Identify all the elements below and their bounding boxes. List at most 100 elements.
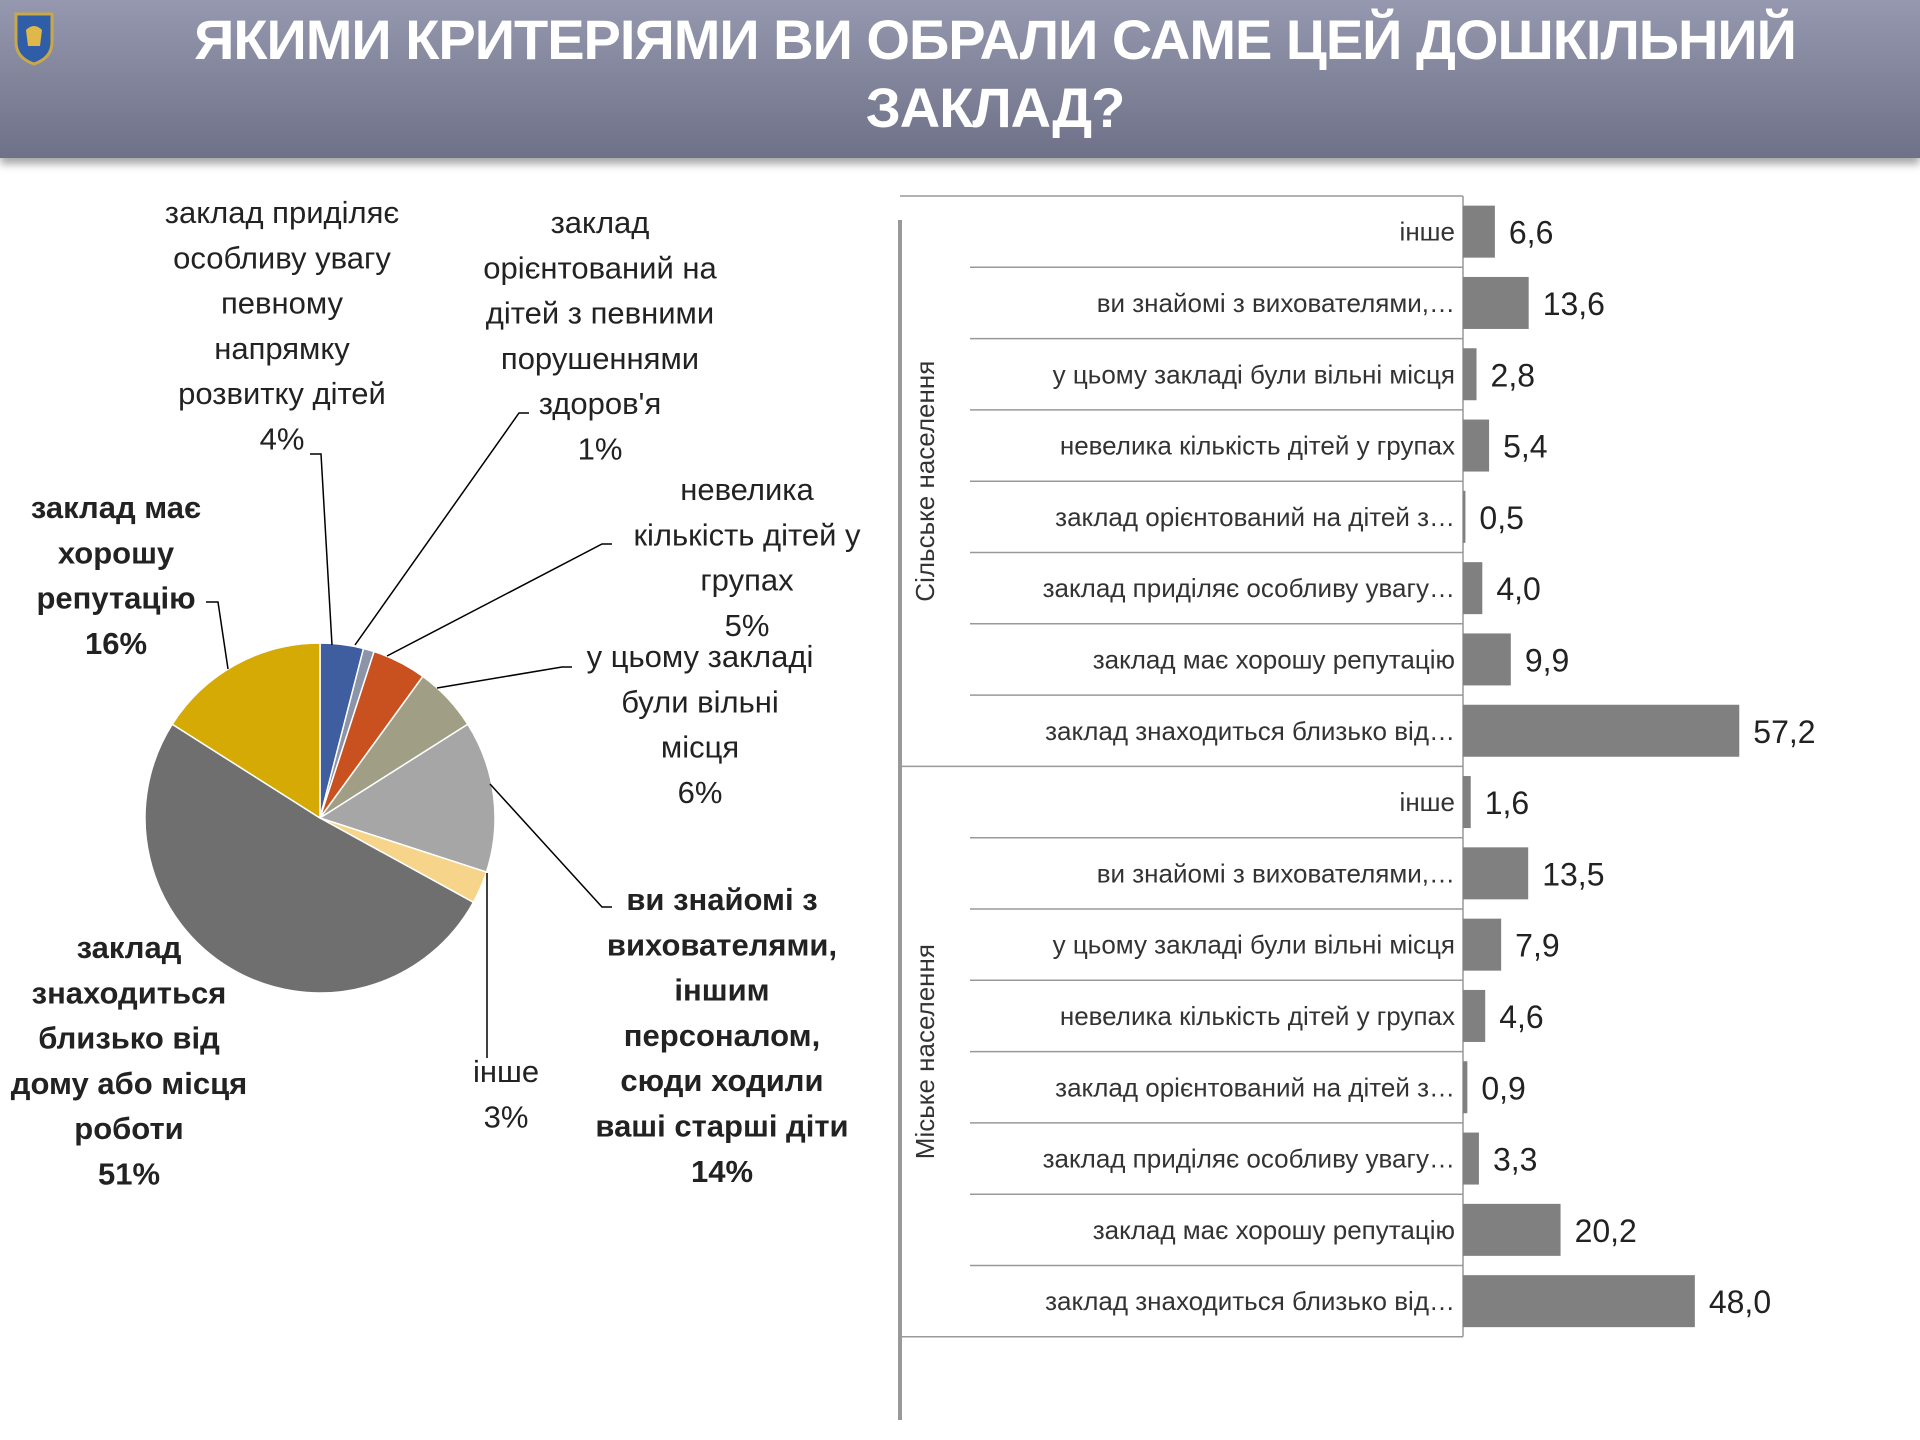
pie-label: ви знайомі з вихователями, іншим персоналом… [595,882,848,1189]
leader-line [489,783,612,908]
pie-label: невелика кількість дітей у групах 5% [633,472,861,643]
bar [1463,276,1529,329]
pie-label-line: близько від [38,1021,220,1056]
bar [1463,205,1495,258]
bar [1463,562,1483,615]
value-label: 57,2 [1753,714,1815,750]
bar-chart: Сільське населення інше 6,6 ви знайомі з ви… [898,195,1816,1420]
pie-label-line: дому або місця [11,1066,247,1101]
pie-chart: заклад приділяє особливу увагу певному напр… [11,195,861,1192]
title-bar: ЯКИМИ КРИТЕРІЯМИ ВИ ОБРАЛИ САМЕ ЦЕЙ ДОШК… [0,0,1920,158]
pie-label-line: особливу увагу [173,240,391,275]
pie-label-line: кількість дітей у [633,517,861,552]
leader-line [386,543,612,657]
pie-label-line: 51% [98,1157,160,1192]
bar [1463,918,1502,971]
value-label: 3,3 [1493,1142,1537,1178]
pie-label-line: знаходиться [32,975,227,1010]
category-label: заклад знаходиться близько від… [1045,716,1455,746]
pie-label-line: у цьому закладі [587,639,814,674]
value-label: 0,5 [1479,500,1523,536]
pie-label-line: напрямку [214,331,350,366]
bar [1463,704,1740,757]
pie-label-line: 4% [260,422,305,457]
category-label: невелика кількість дітей у групах [1060,431,1455,461]
leader-line [206,601,229,670]
value-label: 4,6 [1499,999,1543,1035]
pie-label: заклад орієнтований на дітей з певними пору… [483,205,717,467]
value-label: 13,5 [1542,856,1604,892]
coat-of-arms-logo [14,12,54,66]
pie-label-line: інше [473,1054,539,1089]
pie-label-line: 3% [484,1099,529,1134]
pie-label-line: 1% [578,432,623,467]
bar [1463,1061,1468,1114]
pie-label-line: 6% [678,775,723,810]
pie-slice [171,642,321,820]
bar [1463,419,1490,472]
category-label: заклад має хорошу репутацію [1093,644,1455,674]
category-label: ви знайомі з вихователями,… [1097,288,1455,318]
pie-label-line: дітей з певними [486,296,714,331]
bar [1463,847,1529,900]
bar [1463,348,1477,401]
leader-line [354,412,529,646]
value-label: 1,6 [1485,785,1529,821]
category-label: заклад приділяє особливу увагу… [1043,573,1455,603]
pie-slice [318,723,496,874]
pie-label-line: порушеннями [501,341,699,376]
pie-label-line: здоров'я [539,386,662,421]
category-label: інше [1400,787,1455,817]
pie-label: інше 3% [473,1054,539,1134]
value-label: 20,2 [1575,1213,1637,1249]
category-label: заклад приділяє особливу увагу… [1043,1144,1455,1174]
value-label: 48,0 [1709,1284,1771,1320]
pie-slice [144,723,475,994]
pie-label-line: персоналом, [624,1018,820,1053]
leader-line [436,666,572,689]
category-label: ви знайомі з вихователями,… [1097,858,1455,888]
bar [1463,989,1486,1042]
pie-label-line: заклад [77,930,182,965]
value-label: 4,0 [1496,571,1540,607]
pie-label: у цьому закладі були вільні місця 6% [587,639,814,810]
category-label: заклад має хорошу репутацію [1093,1215,1455,1245]
pie-label-line: вихователями, [607,927,837,962]
bar [1463,633,1511,686]
value-label: 9,9 [1525,642,1569,678]
pie-label-line: місця [661,730,739,765]
category-label: заклад знаходиться близько від… [1045,1286,1455,1316]
pie-label-line: розвитку дітей [178,376,386,411]
value-label: 2,8 [1491,357,1535,393]
pie-label-line: сюди ходили [620,1063,823,1098]
group-label: Міське населення [910,944,940,1159]
pie-label-line: іншим [674,973,769,1008]
pie-label-line: хорошу [58,535,175,570]
value-label: 5,4 [1503,429,1547,465]
category-label: інше [1400,217,1455,247]
bar [1463,490,1466,543]
pie-label-line: були вільні [621,684,779,719]
value-label: 6,6 [1509,215,1553,251]
pie-label-line: заклад [551,205,650,240]
bar [1463,1275,1695,1328]
pie-label-line: орієнтований на [483,250,717,285]
category-label: у цьому закладі були вільні місця [1053,359,1455,389]
pie-label-line: заклад приділяє [165,195,399,230]
page-title: ЯКИМИ КРИТЕРІЯМИ ВИ ОБРАЛИ САМЕ ЦЕЙ ДОШК… [194,8,1797,139]
pie-label-line: 5% [725,608,770,643]
pie-label-line: репутацію [36,581,195,616]
pie-label-line: групах [700,563,794,598]
pie-label: заклад знаходиться близько від дому або міс… [11,930,247,1192]
bar [1463,776,1471,829]
pie-label-line: заклад має [31,490,201,525]
group-label: Сільське населення [910,361,940,602]
pie-label-line: певному [221,286,344,321]
pie-label-line: 16% [85,626,147,661]
pie-label-line: ваші старші діти [595,1109,848,1144]
pie-label: заклад має хорошу репутацію 16% [31,490,201,661]
category-label: у цьому закладі були вільні місця [1053,930,1455,960]
category-label: заклад орієнтований на дітей з… [1055,1072,1455,1102]
pie-label: заклад приділяє особливу увагу певному напр… [165,195,399,457]
